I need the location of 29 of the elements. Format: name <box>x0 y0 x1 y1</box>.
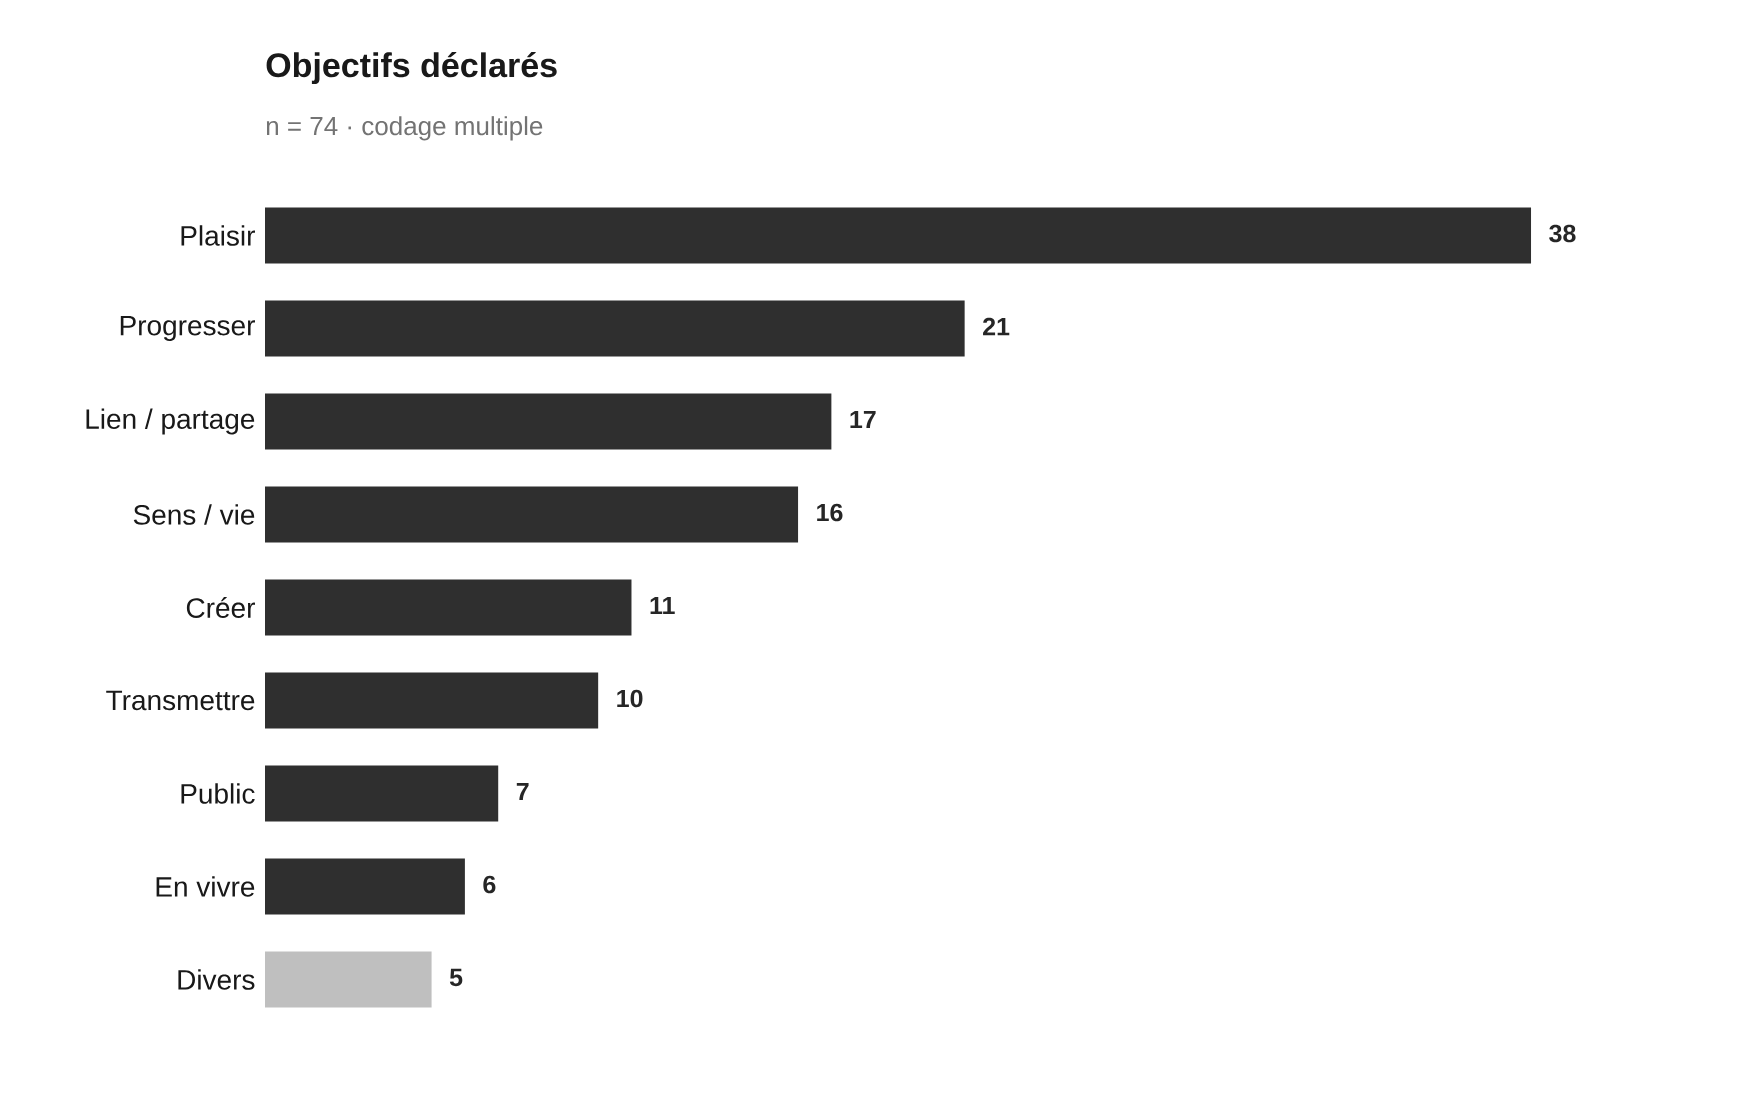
bar <box>265 393 832 450</box>
y-tick-label: Public <box>181 783 255 804</box>
data-label: 11 <box>650 596 675 615</box>
bar <box>265 951 432 1008</box>
y-tick-label: En vivre <box>156 876 255 897</box>
chart-subtitle: n = 74 · codage multiple <box>266 116 543 141</box>
bar <box>265 765 499 822</box>
y-tick-label: Sens / vie <box>133 504 255 525</box>
data-label: 38 <box>1549 224 1576 243</box>
data-label: 16 <box>817 503 843 522</box>
data-label: 6 <box>483 875 496 894</box>
data-label: 5 <box>449 968 463 987</box>
data-label: 10 <box>617 689 643 708</box>
y-tick-label: Divers <box>178 969 255 990</box>
y-tick-label: Progresser <box>120 315 255 342</box>
bar <box>265 672 599 729</box>
data-label: 21 <box>983 317 1010 336</box>
y-tick-label: Lien / partage <box>86 408 255 435</box>
y-tick-label: Plaisir <box>181 225 255 246</box>
y-tick-label: Créer <box>186 597 255 618</box>
data-label: 17 <box>850 410 876 429</box>
data-label: 7 <box>516 782 529 801</box>
bar <box>265 858 465 915</box>
y-tick-label: Transmettre <box>106 690 255 711</box>
bar <box>265 300 965 357</box>
chart-title: Objectifs déclarés <box>266 52 557 85</box>
bar <box>265 207 1532 264</box>
bar <box>265 579 632 636</box>
bar <box>265 486 799 543</box>
